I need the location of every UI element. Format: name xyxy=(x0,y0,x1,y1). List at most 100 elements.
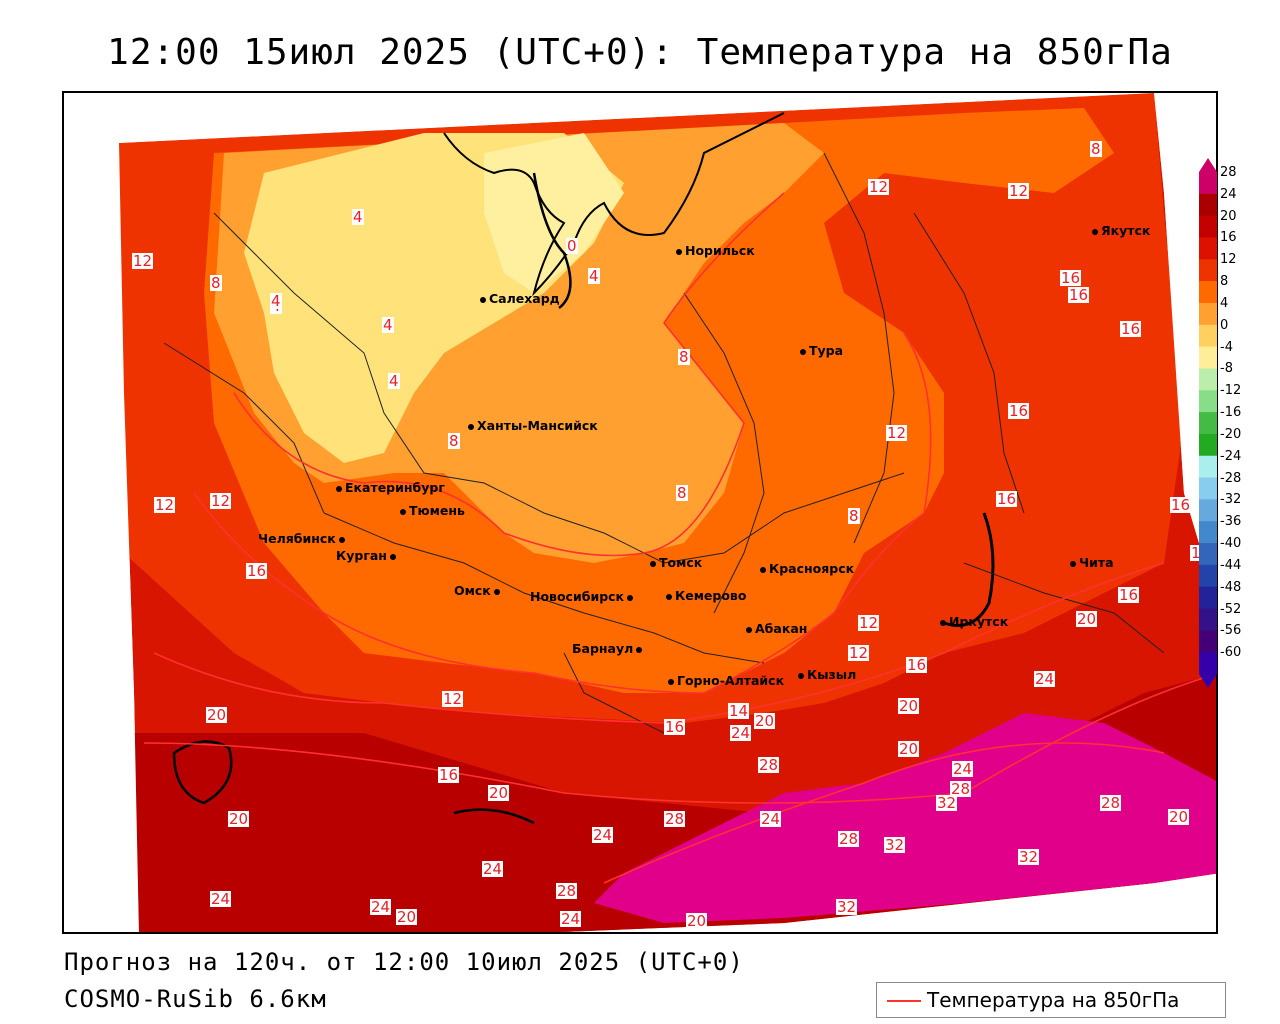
contour-label: 28 xyxy=(838,830,860,848)
city-marker-tyumen[interactable]: Тюмень xyxy=(400,503,465,518)
contour-label: 24 xyxy=(952,760,974,778)
city-marker-norilsk[interactable]: Норильск xyxy=(676,243,755,258)
colorbar-segment xyxy=(1199,433,1217,457)
colorbar-segment xyxy=(1199,477,1217,500)
city-marker-chelyabinsk[interactable]: Челябинск xyxy=(258,531,348,546)
colorbar-tick-label: -24 xyxy=(1220,448,1242,464)
colorbar-tick-label: -36 xyxy=(1220,514,1242,530)
city-label: Ханты-Мансийск xyxy=(477,418,598,433)
contour-label: 16 xyxy=(1060,269,1082,287)
contour-label: 20 xyxy=(1168,808,1190,826)
city-marker-krasnoyarsk[interactable]: Красноярск xyxy=(760,561,854,576)
city-label: Новосибирск xyxy=(530,589,625,604)
contour-label: 28 xyxy=(664,810,686,828)
city-marker-kyzyl[interactable]: Кызыл xyxy=(798,667,856,682)
city-marker-chita[interactable]: Чита xyxy=(1070,555,1114,570)
colorbar-tick-label: -32 xyxy=(1220,492,1242,508)
city-marker-irkutsk[interactable]: Иркутск xyxy=(940,614,1008,629)
city-label: Иркутск xyxy=(949,614,1009,629)
city-marker-yekaterinburg[interactable]: Екатеринбург xyxy=(336,480,445,495)
city-marker-tomsk[interactable]: Томск xyxy=(650,555,702,570)
isotherm-legend-swatch xyxy=(887,1000,921,1002)
temperature-map[interactable]: Норильск Салехард Тура Якутск Ханты-Манс… xyxy=(62,91,1218,934)
city-dot-icon xyxy=(940,619,946,626)
contour-label: 32 xyxy=(936,794,958,812)
arctic-coastline xyxy=(443,112,785,297)
contour-label: 16 xyxy=(906,656,928,674)
city-label: Тура xyxy=(809,343,844,358)
contour-label: 20 xyxy=(488,784,510,802)
city-marker-barnaul[interactable]: Барнаул xyxy=(572,641,645,656)
contour-label: 24 xyxy=(592,826,614,844)
colorbar-tick-label: 28 xyxy=(1220,165,1237,180)
contour-label: 8 xyxy=(210,274,222,292)
contour-label: 12 xyxy=(886,424,908,442)
contour-label: 20 xyxy=(686,912,708,930)
city-dot-icon xyxy=(746,626,752,633)
contour-label: 12 xyxy=(858,614,880,632)
city-label: Норильск xyxy=(685,243,755,258)
legend: Температура на 850гПа xyxy=(876,982,1226,1018)
contour-label: 28 xyxy=(556,882,578,900)
contour-label: 20 xyxy=(898,697,920,715)
contour-label: 14 xyxy=(728,702,750,720)
outside-domain-left xyxy=(64,143,139,932)
contour-label: 0 xyxy=(566,237,578,255)
colorbar-segment xyxy=(1199,412,1217,435)
city-dot-icon xyxy=(493,588,500,595)
colorbar-tick-label: 20 xyxy=(1220,208,1237,224)
city-label: Томск xyxy=(659,555,703,570)
city-label: Курган xyxy=(336,548,387,563)
contour-label: 12 xyxy=(132,252,154,270)
city-marker-novosibirsk[interactable]: Новосибирск xyxy=(530,589,636,604)
contour-label: 4 xyxy=(388,372,400,390)
contour-label: 20 xyxy=(396,908,418,926)
contour-label: 20 xyxy=(754,712,776,730)
colorbar-tick-label: -60 xyxy=(1220,645,1242,661)
city-label: Красноярск xyxy=(769,561,855,576)
city-marker-salekhard[interactable]: Салехард xyxy=(480,291,560,306)
contour-label: 8 xyxy=(1090,140,1102,158)
colorbar-segment xyxy=(1199,564,1217,588)
contour-label: 24 xyxy=(482,860,504,878)
contour-label: 12 xyxy=(442,690,464,708)
city-dot-icon xyxy=(336,485,342,492)
colorbar-segment xyxy=(1199,281,1217,304)
city-dot-icon xyxy=(760,566,766,573)
colorbar-tick-label: -28 xyxy=(1220,470,1242,486)
city-label: Чита xyxy=(1079,555,1114,570)
colorbar xyxy=(1199,158,1217,688)
colorbar-tick-label: -12 xyxy=(1220,383,1242,399)
colorbar-segment xyxy=(1199,586,1217,610)
city-marker-yakutsk[interactable]: Якутск xyxy=(1092,223,1150,238)
contour-label: 8 xyxy=(848,507,860,525)
city-marker-kemerovo[interactable]: Кемерово xyxy=(666,588,746,603)
city-dot-icon xyxy=(627,594,634,601)
colorbar-segment xyxy=(1199,499,1217,522)
colorbar-segment xyxy=(1199,368,1217,391)
city-dot-icon xyxy=(480,296,486,303)
city-marker-abakan[interactable]: Абакан xyxy=(746,621,807,636)
contour-label: 24 xyxy=(370,898,392,916)
map-title: 12:00 15июл 2025 (UTC+0): Температура на… xyxy=(107,32,1173,73)
contour-label: 8 xyxy=(678,348,690,366)
colorbar-arrow-top xyxy=(1199,158,1217,172)
colorbar-tick-label: -4 xyxy=(1220,339,1233,355)
colorbar-segment xyxy=(1199,455,1217,479)
contour-label: 28 xyxy=(950,780,972,798)
contour-label: 4 xyxy=(588,267,600,285)
contour-label: 8 xyxy=(448,432,460,450)
city-label: Кызыл xyxy=(807,667,857,682)
city-marker-tura[interactable]: Тура xyxy=(800,343,843,358)
city-marker-omsk[interactable]: Омск xyxy=(454,583,503,598)
city-marker-kurgan[interactable]: Курган xyxy=(336,548,399,563)
colorbar-segment xyxy=(1199,302,1217,326)
temp-field-over-28 xyxy=(594,713,1216,923)
city-dot-icon xyxy=(400,508,406,515)
ob-gulf-outline xyxy=(532,172,572,309)
city-marker-gorno-altaysk[interactable]: Горно-Алтайск xyxy=(668,673,784,688)
outside-domain-top xyxy=(64,93,1216,143)
city-marker-khanty-mansiysk[interactable]: Ханты-Мансийск xyxy=(468,418,598,433)
contour-label: 12 xyxy=(154,496,176,514)
city-label: Челябинск xyxy=(258,531,336,546)
